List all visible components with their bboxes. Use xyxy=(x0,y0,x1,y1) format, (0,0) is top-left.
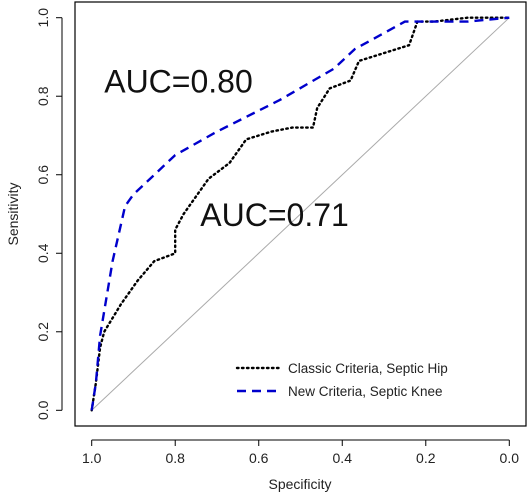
auc-annotation: AUC=0.80 xyxy=(104,63,253,99)
y-tick-label: 1.0 xyxy=(35,8,51,28)
y-tick-label: 0.8 xyxy=(35,86,51,106)
x-tick-label: 0.4 xyxy=(333,450,353,466)
series-layer xyxy=(90,16,511,412)
auc-annotation: AUC=0.71 xyxy=(200,197,349,233)
y-axis: 0.0 0.2 0.4 0.6 0.8 1.0 xyxy=(35,8,63,420)
y-tick-label: 0.6 xyxy=(35,165,51,185)
x-tick-label: 1.0 xyxy=(82,450,102,466)
annotations: AUC=0.80 AUC=0.71 xyxy=(104,63,349,232)
x-tick-label: 0.6 xyxy=(249,450,269,466)
series-line-1 xyxy=(90,16,511,412)
x-tick-label: 0.0 xyxy=(500,450,520,466)
legend: Classic Criteria, Septic Hip New Criteria… xyxy=(235,361,448,399)
x-tick-label: 0.8 xyxy=(165,450,185,466)
y-tick-label: 0.4 xyxy=(35,243,51,263)
series-line-2 xyxy=(90,16,510,411)
y-tick-label: 0.2 xyxy=(35,322,51,342)
x-axis-label: Specificity xyxy=(268,476,331,492)
reference-line xyxy=(91,17,510,411)
legend-label-2: New Criteria, Septic Knee xyxy=(288,384,443,399)
x-axis: 1.0 0.8 0.6 0.4 0.2 0.0 xyxy=(82,439,520,466)
x-tick-label: 0.2 xyxy=(416,450,436,466)
legend-label-1: Classic Criteria, Septic Hip xyxy=(288,361,448,376)
reference-diagonal xyxy=(91,17,510,411)
y-axis-label: Sensitivity xyxy=(5,182,21,245)
plot-frame xyxy=(74,1,527,427)
y-tick-label: 0.0 xyxy=(35,400,51,420)
